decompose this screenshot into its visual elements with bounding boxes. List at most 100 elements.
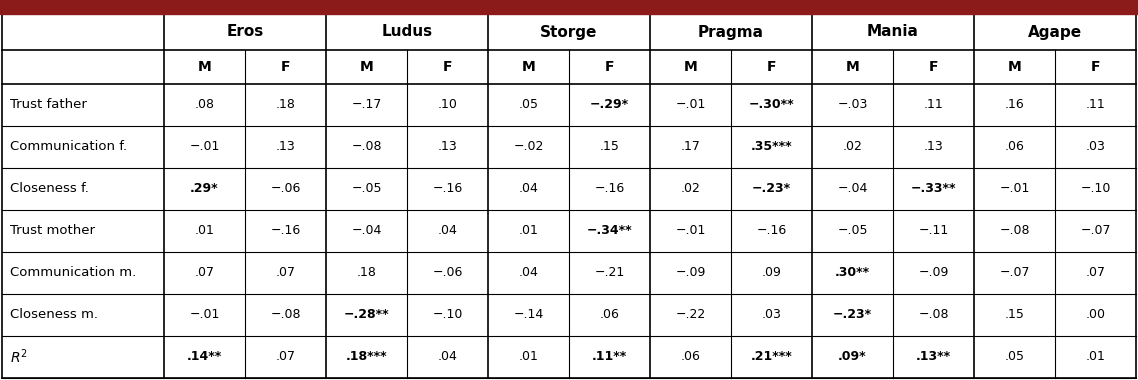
Text: .01: .01 (195, 225, 214, 238)
Text: F: F (281, 60, 290, 74)
Text: Trust mother: Trust mother (10, 225, 94, 238)
Text: −.08: −.08 (918, 309, 949, 321)
Text: .01: .01 (1086, 350, 1105, 364)
Text: −.34**: −.34** (587, 225, 633, 238)
Text: .06: .06 (1005, 141, 1024, 154)
Text: .07: .07 (1086, 266, 1105, 280)
Text: .13**: .13** (916, 350, 951, 364)
Text: .18: .18 (275, 98, 296, 111)
Text: −.33**: −.33** (910, 182, 956, 195)
Text: .15: .15 (600, 141, 619, 154)
Text: −.16: −.16 (594, 182, 625, 195)
Text: Eros: Eros (226, 24, 264, 40)
Text: −.23*: −.23* (752, 182, 791, 195)
Text: −.01: −.01 (675, 98, 706, 111)
Text: Pragma: Pragma (698, 24, 764, 40)
Text: −.16: −.16 (757, 225, 786, 238)
Text: M: M (846, 60, 859, 74)
Text: Storge: Storge (541, 24, 597, 40)
Text: −.05: −.05 (352, 182, 381, 195)
Text: −.06: −.06 (271, 182, 300, 195)
Text: −.05: −.05 (838, 225, 868, 238)
Text: .07: .07 (195, 266, 214, 280)
Text: .07: .07 (275, 266, 296, 280)
Text: −.04: −.04 (838, 182, 867, 195)
Text: −.07: −.07 (1080, 225, 1111, 238)
Text: −.08: −.08 (999, 225, 1030, 238)
Text: .07: .07 (275, 350, 296, 364)
Text: −.22: −.22 (675, 309, 706, 321)
Text: $R^2$: $R^2$ (10, 348, 27, 366)
Text: .02: .02 (842, 141, 863, 154)
Text: −.01: −.01 (675, 225, 706, 238)
Text: −.01: −.01 (189, 309, 220, 321)
Text: −.17: −.17 (352, 98, 381, 111)
Text: −.29*: −.29* (589, 98, 629, 111)
Text: .18***: .18*** (346, 350, 387, 364)
Text: Closeness f.: Closeness f. (10, 182, 89, 195)
Text: .14**: .14** (187, 350, 222, 364)
Text: .04: .04 (519, 182, 538, 195)
Text: −.11: −.11 (918, 225, 949, 238)
Text: Communication f.: Communication f. (10, 141, 127, 154)
Text: Trust father: Trust father (10, 98, 86, 111)
Text: .18: .18 (356, 266, 377, 280)
Text: −.16: −.16 (432, 182, 463, 195)
Text: −.01: −.01 (189, 141, 220, 154)
Text: .09*: .09* (839, 350, 867, 364)
Text: .01: .01 (519, 225, 538, 238)
Text: .06: .06 (600, 309, 619, 321)
Text: .04: .04 (438, 350, 457, 364)
Text: .00: .00 (1086, 309, 1105, 321)
Text: .10: .10 (438, 98, 457, 111)
Text: .13: .13 (924, 141, 943, 154)
Text: −.07: −.07 (999, 266, 1030, 280)
Text: −.16: −.16 (271, 225, 300, 238)
Text: .06: .06 (681, 350, 700, 364)
Text: −.30**: −.30** (749, 98, 794, 111)
Text: M: M (521, 60, 535, 74)
Text: −.08: −.08 (352, 141, 381, 154)
Text: F: F (767, 60, 776, 74)
Text: −.09: −.09 (918, 266, 949, 280)
Text: .04: .04 (519, 266, 538, 280)
Text: Ludus: Ludus (381, 24, 432, 40)
Text: −.06: −.06 (432, 266, 463, 280)
Text: .21***: .21*** (751, 350, 792, 364)
Text: −.14: −.14 (513, 309, 544, 321)
Text: −.21: −.21 (594, 266, 625, 280)
Text: −.08: −.08 (270, 309, 300, 321)
Text: .15: .15 (1005, 309, 1024, 321)
Text: .16: .16 (1005, 98, 1024, 111)
Text: Communication m.: Communication m. (10, 266, 137, 280)
Text: −.02: −.02 (513, 141, 544, 154)
Text: −.03: −.03 (838, 98, 867, 111)
Text: .03: .03 (761, 309, 782, 321)
Text: .13: .13 (438, 141, 457, 154)
Text: −.28**: −.28** (344, 309, 389, 321)
Text: .29*: .29* (190, 182, 218, 195)
Text: F: F (604, 60, 615, 74)
Text: .13: .13 (275, 141, 296, 154)
Text: F: F (1090, 60, 1100, 74)
Text: .09: .09 (761, 266, 782, 280)
Text: .30**: .30** (835, 266, 871, 280)
Text: Closeness m.: Closeness m. (10, 309, 98, 321)
Text: .03: .03 (1086, 141, 1105, 154)
Text: .35***: .35*** (751, 141, 792, 154)
Text: Mania: Mania (867, 24, 920, 40)
Text: −.23*: −.23* (833, 309, 872, 321)
Text: F: F (929, 60, 938, 74)
Text: F: F (443, 60, 452, 74)
Text: .11: .11 (1086, 98, 1105, 111)
Text: −.01: −.01 (999, 182, 1030, 195)
Text: .05: .05 (519, 98, 538, 111)
Text: −.10: −.10 (1080, 182, 1111, 195)
Text: −.10: −.10 (432, 309, 463, 321)
Text: −.04: −.04 (352, 225, 381, 238)
Text: M: M (360, 60, 373, 74)
Text: .02: .02 (681, 182, 700, 195)
Text: .01: .01 (519, 350, 538, 364)
Text: M: M (198, 60, 212, 74)
Text: −.09: −.09 (675, 266, 706, 280)
